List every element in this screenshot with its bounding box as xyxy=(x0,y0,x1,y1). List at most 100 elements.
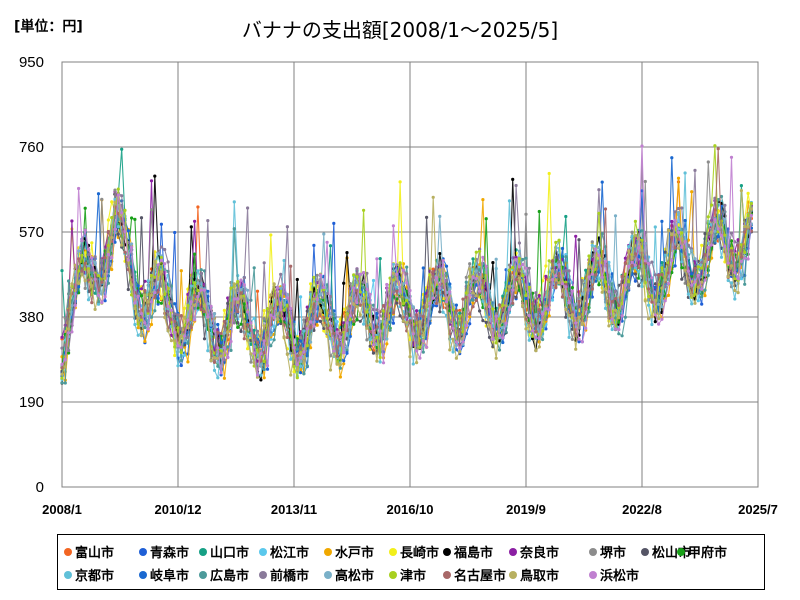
data-point xyxy=(507,268,511,272)
data-point xyxy=(285,225,289,229)
data-point xyxy=(653,282,657,286)
data-point xyxy=(468,267,472,271)
data-point xyxy=(149,300,154,304)
data-point xyxy=(686,238,691,242)
data-point xyxy=(219,331,223,336)
data-point xyxy=(666,271,671,275)
data-point xyxy=(686,269,691,273)
data-point xyxy=(587,265,591,269)
data-point xyxy=(673,210,677,214)
data-point xyxy=(587,275,591,279)
data-point xyxy=(153,275,157,279)
data-point xyxy=(173,312,177,316)
data-point xyxy=(474,298,478,302)
data-point xyxy=(302,372,306,376)
data-point xyxy=(362,271,366,275)
data-point xyxy=(653,313,657,317)
data-point xyxy=(590,243,594,247)
legend: 富山市 青森市 山口市 松江市 水戸市 長崎市 福島市 奈良市 堺市 松山市 甲府市 京都市 岐阜市 広島… xyxy=(57,534,765,590)
data-point xyxy=(206,315,210,319)
data-point xyxy=(736,243,740,247)
data-point xyxy=(282,335,286,339)
data-point xyxy=(418,313,422,317)
data-point xyxy=(471,301,475,305)
data-point xyxy=(696,285,700,289)
data-point xyxy=(673,246,677,250)
data-point xyxy=(560,282,565,286)
data-point xyxy=(179,269,183,273)
data-point xyxy=(550,278,555,282)
data-point xyxy=(216,364,220,368)
data-point xyxy=(597,283,601,287)
data-point xyxy=(617,316,621,320)
data-point xyxy=(739,189,744,193)
data-point xyxy=(90,301,94,305)
data-point xyxy=(345,351,349,355)
data-point xyxy=(342,351,346,355)
series-group xyxy=(60,144,754,385)
data-point xyxy=(133,322,137,327)
data-point xyxy=(531,337,535,341)
data-point xyxy=(96,299,101,304)
data-point xyxy=(156,296,160,300)
data-point xyxy=(415,361,419,365)
data-point xyxy=(279,321,283,326)
data-point xyxy=(63,381,67,385)
data-point xyxy=(521,262,525,266)
data-point xyxy=(130,283,134,287)
data-point xyxy=(232,297,236,301)
data-point xyxy=(345,348,349,352)
data-point xyxy=(216,330,220,334)
data-point xyxy=(299,346,303,350)
data-point xyxy=(650,300,654,304)
data-point xyxy=(666,281,671,286)
data-point xyxy=(517,265,522,269)
data-point xyxy=(325,316,329,320)
data-point xyxy=(696,273,700,277)
data-point xyxy=(156,290,160,294)
data-point xyxy=(242,302,246,306)
data-point xyxy=(474,250,478,254)
legend-item: 山口市 xyxy=(199,542,249,561)
data-point xyxy=(421,339,425,343)
data-point xyxy=(567,301,571,305)
x-tick-label: 2016/10 xyxy=(387,502,434,517)
legend-label: 名古屋市 xyxy=(454,569,507,584)
data-point xyxy=(564,293,568,297)
data-point xyxy=(461,340,465,344)
data-point xyxy=(507,199,511,203)
data-point xyxy=(318,292,323,296)
data-point xyxy=(405,311,409,315)
data-point xyxy=(524,293,528,298)
data-point xyxy=(196,306,200,310)
data-point xyxy=(328,368,333,372)
data-point xyxy=(368,329,372,334)
data-point xyxy=(597,211,601,215)
data-point xyxy=(438,310,442,314)
data-point xyxy=(739,273,744,277)
data-point xyxy=(312,275,316,279)
data-point xyxy=(570,313,575,317)
data-point xyxy=(352,273,356,277)
data-point xyxy=(676,230,681,235)
data-point xyxy=(454,356,458,360)
data-point xyxy=(686,282,691,286)
data-point xyxy=(335,320,339,324)
data-point xyxy=(222,358,226,362)
data-point xyxy=(643,259,647,263)
data-point xyxy=(153,291,157,295)
data-point xyxy=(514,183,518,188)
data-point xyxy=(567,313,571,317)
data-point xyxy=(584,268,588,272)
data-point xyxy=(285,352,289,356)
data-point xyxy=(431,270,435,274)
data-point xyxy=(368,322,372,326)
data-point xyxy=(86,269,91,273)
data-point xyxy=(123,230,127,234)
data-point xyxy=(110,267,114,272)
data-point xyxy=(676,210,681,215)
data-point xyxy=(322,306,326,310)
data-point xyxy=(405,296,409,300)
data-point xyxy=(292,346,296,350)
data-point xyxy=(537,209,541,214)
